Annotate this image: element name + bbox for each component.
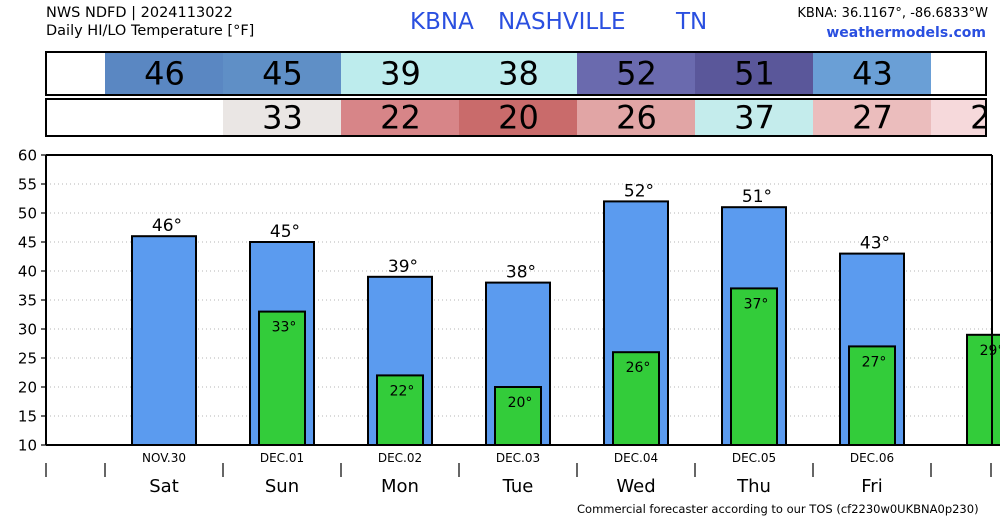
hi-band-value: 39 (380, 55, 421, 93)
lo-band-value: 37 (734, 99, 775, 137)
lo-bar-label: 22° (390, 383, 415, 399)
x-date-label: DEC.03 (496, 451, 540, 465)
lo-band-value: 22 (380, 99, 421, 137)
hi-bar-label: 45° (270, 222, 300, 242)
hi-bar (131, 235, 197, 446)
lo-band-cell (813, 99, 931, 136)
lo-bar-label: 33° (272, 320, 297, 336)
x-day-label: Sat (149, 476, 179, 497)
lo-band-cell (695, 99, 813, 136)
city-name: NASHVILLE (498, 9, 626, 35)
hi-band-cell (813, 52, 931, 95)
x-day-label: Tue (502, 476, 534, 497)
y-tick-label: 30 (18, 321, 37, 339)
hi-band-value: 43 (852, 55, 893, 93)
y-tick-label: 10 (18, 437, 37, 455)
site-link[interactable]: weathermodels.com (826, 25, 986, 41)
y-tick-label: 15 (18, 408, 37, 426)
lo-band-cell (223, 99, 341, 136)
state-name: TN (676, 9, 708, 35)
hi-band-value: 52 (616, 55, 657, 93)
x-date-label: DEC.06 (850, 451, 894, 465)
lo-bar-label: 27° (862, 354, 887, 370)
lo-band-cell (341, 99, 459, 136)
product-line: NWS NDFD | 2024113022 (46, 5, 233, 21)
hi-bar-label: 46° (152, 216, 182, 236)
x-date-label: DEC.05 (732, 451, 776, 465)
hi-band-cell (223, 52, 341, 95)
hi-bar-label: 39° (388, 257, 418, 277)
lo-band-cell (459, 99, 577, 136)
y-tick-label: 35 (18, 292, 37, 310)
y-tick-label: 50 (18, 205, 37, 223)
lo-band-cells: 33 22 20 26 37 27 29 (223, 99, 1000, 137)
lo-bar (612, 351, 660, 447)
lo-band-value: 27 (852, 99, 893, 137)
chart-subtitle: Daily HI/LO Temperature [°F] (46, 23, 255, 39)
lo-band-cell (577, 99, 695, 136)
y-tick-label: 60 (18, 147, 37, 165)
lo-bar-label: 26° (626, 360, 651, 376)
y-tick-label: 55 (18, 176, 37, 194)
lo-band-cell (931, 99, 986, 136)
hi-bar-label: 43° (860, 234, 890, 254)
x-date-label: NOV.30 (142, 451, 186, 465)
hi-band-cell (577, 52, 695, 95)
hi-bar-label: 38° (506, 263, 536, 283)
x-day-label: Mon (381, 476, 419, 497)
hi-band-cell (105, 52, 223, 95)
hi-band-cell (695, 52, 813, 95)
lo-bar-label: 37° (744, 296, 769, 312)
hi-band-value: 45 (262, 55, 303, 93)
lo-band-value: 20 (498, 99, 539, 137)
y-tick-label: 45 (18, 234, 37, 252)
lo-band-value: 29 (970, 99, 1000, 137)
x-day-label: Fri (861, 476, 882, 497)
lo-bar-label: 20° (508, 395, 533, 411)
lo-bar (848, 345, 896, 446)
lo-band-value: 26 (616, 99, 657, 137)
y-tick-label: 40 (18, 263, 37, 281)
hi-band-cell (459, 52, 577, 95)
x-date-label: DEC.04 (614, 451, 658, 465)
lo-band-value: 33 (262, 99, 303, 137)
lo-bar-label: 29° (980, 343, 1000, 359)
hi-bar-label: 52° (624, 181, 654, 201)
station-id: KBNA (410, 9, 474, 35)
x-day-label: Thu (736, 476, 771, 497)
lo-band-frame (45, 98, 987, 137)
hi-band-value: 46 (144, 55, 185, 93)
x-date-label: DEC.01 (260, 451, 304, 465)
hi-band-value: 38 (498, 55, 539, 93)
y-tick-label: 20 (18, 379, 37, 397)
hi-band-frame (45, 51, 987, 96)
hi-band-cell (341, 52, 459, 95)
credit-note: Commercial forecaster according to our T… (577, 502, 979, 516)
y-tick-label: 25 (18, 350, 37, 368)
hi-bar-label: 51° (742, 187, 772, 207)
x-date-label: DEC.02 (378, 451, 422, 465)
x-day-label: Wed (616, 476, 655, 497)
hi-band-value: 51 (734, 55, 775, 93)
x-day-label: Sun (265, 476, 299, 497)
lo-bar (966, 333, 1000, 446)
lo-bar (376, 374, 424, 446)
station-coords: KBNA: 36.1167°, -86.6833°W (797, 6, 988, 21)
